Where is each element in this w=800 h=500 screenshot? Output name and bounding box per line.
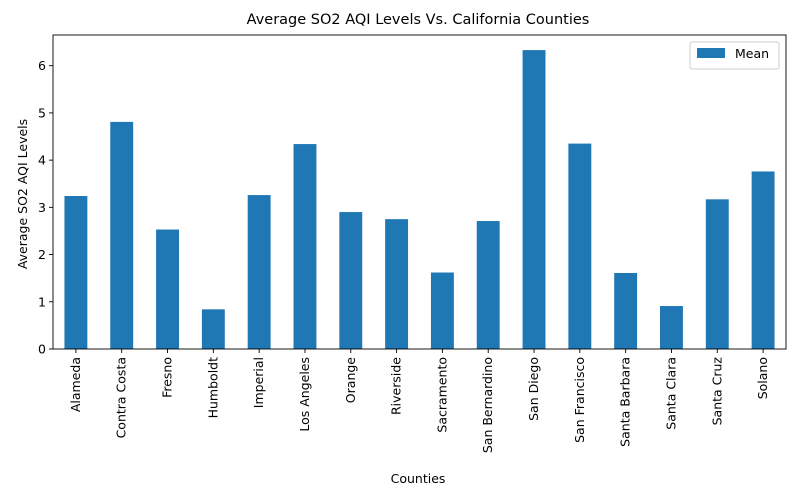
x-tick-label: Alameda (68, 357, 83, 412)
x-tick-label: Santa Barbara (618, 357, 633, 447)
x-tick-label: San Bernardino (480, 357, 495, 453)
bar-los-angeles (293, 144, 317, 349)
x-tick-label: Imperial (251, 357, 266, 408)
bar-san-francisco (568, 143, 592, 349)
legend: Mean (689, 41, 780, 70)
plot-frame (52, 34, 787, 350)
bar-riverside (385, 219, 409, 349)
x-axis-title: Counties (391, 471, 446, 486)
x-tick-label: Riverside (389, 357, 404, 415)
bar-san-diego (522, 50, 546, 350)
y-tick-label: 0 (38, 342, 46, 357)
y-tick-label: 3 (38, 200, 46, 215)
bar-santa-barbara (614, 272, 638, 349)
bar-san-bernardino (476, 221, 500, 349)
x-tick-label: Humboldt (205, 357, 220, 418)
x-tick-label: Santa Cruz (709, 357, 724, 426)
bar-santa-clara (660, 306, 683, 349)
x-tick-label: Contra Costa (114, 357, 129, 438)
x-tick-label: San Diego (526, 357, 541, 421)
legend-swatch (697, 48, 725, 58)
bars (64, 50, 775, 350)
x-tick-label: San Francisco (572, 357, 587, 443)
y-axis-title: Average SO2 AQI Levels (15, 119, 30, 269)
x-tick-label: Orange (343, 357, 358, 403)
y-tick-label: 1 (38, 294, 46, 309)
y-tick-label: 2 (38, 247, 46, 262)
legend-label-mean: Mean (735, 46, 769, 61)
x-tick-label: Solano (755, 357, 770, 399)
bar-fresno (156, 229, 179, 349)
bar-orange (339, 212, 363, 349)
x-tick-label: Santa Clara (663, 357, 678, 430)
x-tick-label: Fresno (160, 357, 175, 398)
x-tick-label: Sacramento (434, 357, 449, 433)
y-tick-label: 5 (38, 105, 46, 120)
y-tick-label: 4 (38, 153, 46, 168)
y-tick-label: 6 (38, 58, 46, 73)
bar-sacramento (430, 272, 454, 349)
bar-imperial (247, 195, 271, 349)
bar-santa-cruz (705, 199, 729, 349)
bar-contra-costa (110, 121, 134, 350)
chart-title: Average SO2 AQI Levels Vs. California Co… (247, 12, 590, 28)
axis-ticks: Alameda Contra Costa Fresno Humboldt Imperia… (38, 58, 770, 453)
bar-humboldt (201, 309, 225, 349)
x-tick-label: Los Angeles (297, 357, 312, 432)
bar-alameda (64, 196, 88, 349)
bar-solano (751, 171, 775, 349)
